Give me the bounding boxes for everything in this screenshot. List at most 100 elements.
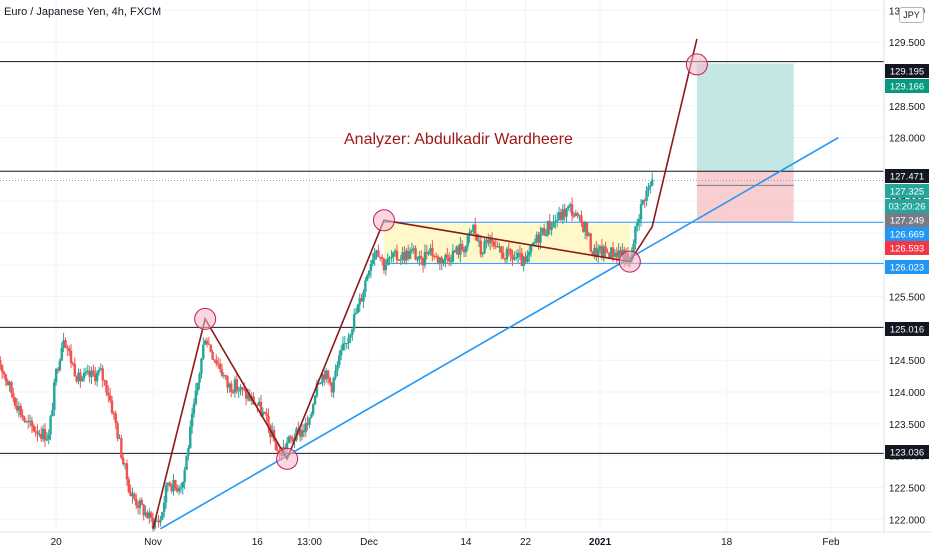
candle-body [164,485,168,503]
candle-body [587,233,591,236]
price-tag-bg [885,213,929,227]
candle-body [542,227,546,236]
y-tick-label: 124.500 [889,356,926,367]
candle-body [183,469,186,482]
candle-body [405,250,408,261]
currency-badge[interactable]: JPY [899,7,924,23]
candle-body [339,350,343,356]
candle-body [112,413,116,415]
candle-body [88,370,91,377]
candle-body [256,404,259,406]
price-tag: 129.166 [890,82,924,93]
candle-body [237,390,240,392]
candle-body [302,430,306,433]
candle-body [460,243,464,250]
candle-body [19,406,22,416]
candle-body [427,252,430,255]
candle-body [459,243,462,255]
candle-body [349,334,352,338]
candle-body [41,428,45,439]
candle-body [194,390,198,404]
candle-body [257,401,261,406]
candle-body [332,377,335,393]
candle-body [17,406,21,411]
candle-body [265,413,268,416]
candle-body [64,340,67,348]
y-tick-label: 129.500 [889,38,926,49]
time-axis-panel [0,532,932,550]
candle-body [421,258,425,266]
candle-body [611,247,615,257]
candle-body [369,263,373,271]
candle-body [60,347,63,361]
candle-body [6,380,9,386]
candle-body [291,438,294,442]
candle-body [503,258,507,260]
candle-body [531,243,535,245]
position-layer [383,63,794,262]
candle-body [511,254,514,260]
ascending-trendline [160,136,839,530]
candle-body [569,204,572,206]
candle-body [505,248,509,260]
candle-body [142,504,145,516]
candle-body [436,256,440,263]
price-tag: 127.325 [890,187,924,198]
candle-body [453,250,456,253]
candle-body [554,221,557,223]
candle-body [418,256,421,260]
candle-body [546,221,550,236]
candle-body [433,255,436,257]
candle-body [235,379,239,391]
candle-body [401,252,404,260]
candle-body [97,370,101,373]
candle-body [598,246,602,250]
levels-layer [0,61,884,454]
candle-body [535,234,538,243]
pivot-circle [618,250,641,273]
y-tick-label: 123.500 [889,420,926,431]
candle-body [176,487,179,492]
candle-body [572,215,576,217]
candle-body [25,421,28,423]
candle-body [75,376,78,382]
candle-body [574,213,578,216]
candle-body [58,360,62,371]
candle-body [51,410,54,417]
x-tick-label: 16 [252,537,264,548]
candle-body [528,251,531,256]
candle-body [636,223,639,227]
candle-body [13,398,17,406]
candle-body [311,404,315,415]
candle-body [384,265,388,271]
candle-body [487,239,490,244]
candle-body [447,257,451,262]
candle-body [475,233,479,242]
candle-body [90,370,93,377]
candle-body [244,390,248,399]
candle-body [338,355,341,366]
candle-body [524,256,527,262]
candle-body [71,363,75,365]
candle-body [570,204,574,216]
candle-body [557,212,561,220]
candle-body [131,493,134,497]
candle-body [351,328,354,335]
candle-body [136,505,140,508]
candle-body [379,257,382,259]
candle-body [455,246,458,253]
candle-body [352,314,356,329]
candle-body [151,517,155,529]
candle-body [429,247,432,253]
candle-body [276,450,279,452]
candle-body [200,358,203,374]
candle-body [248,394,252,401]
candle-body [179,487,183,489]
profit-zone [696,63,794,172]
candle-body [49,416,52,435]
candle-body [231,391,235,393]
candle-body [360,298,363,302]
candle-body [591,251,594,256]
candle-body [356,304,360,313]
